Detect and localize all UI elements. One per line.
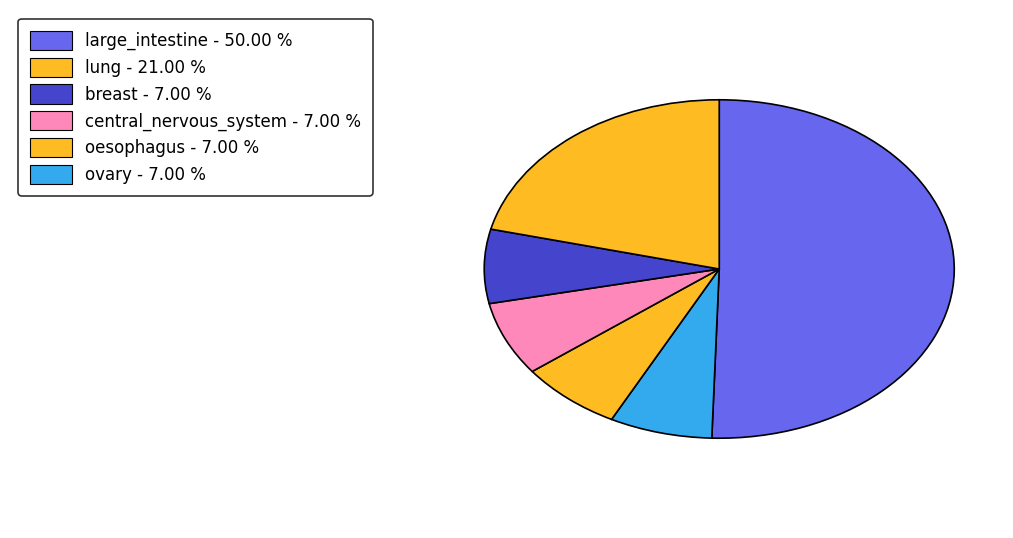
Wedge shape: [612, 269, 719, 438]
Wedge shape: [484, 229, 719, 303]
Wedge shape: [491, 100, 719, 269]
Wedge shape: [532, 269, 719, 420]
Wedge shape: [489, 269, 719, 371]
Wedge shape: [712, 100, 954, 438]
Legend: large_intestine - 50.00 %, lung - 21.00 %, breast - 7.00 %, central_nervous_syst: large_intestine - 50.00 %, lung - 21.00 …: [18, 19, 373, 196]
